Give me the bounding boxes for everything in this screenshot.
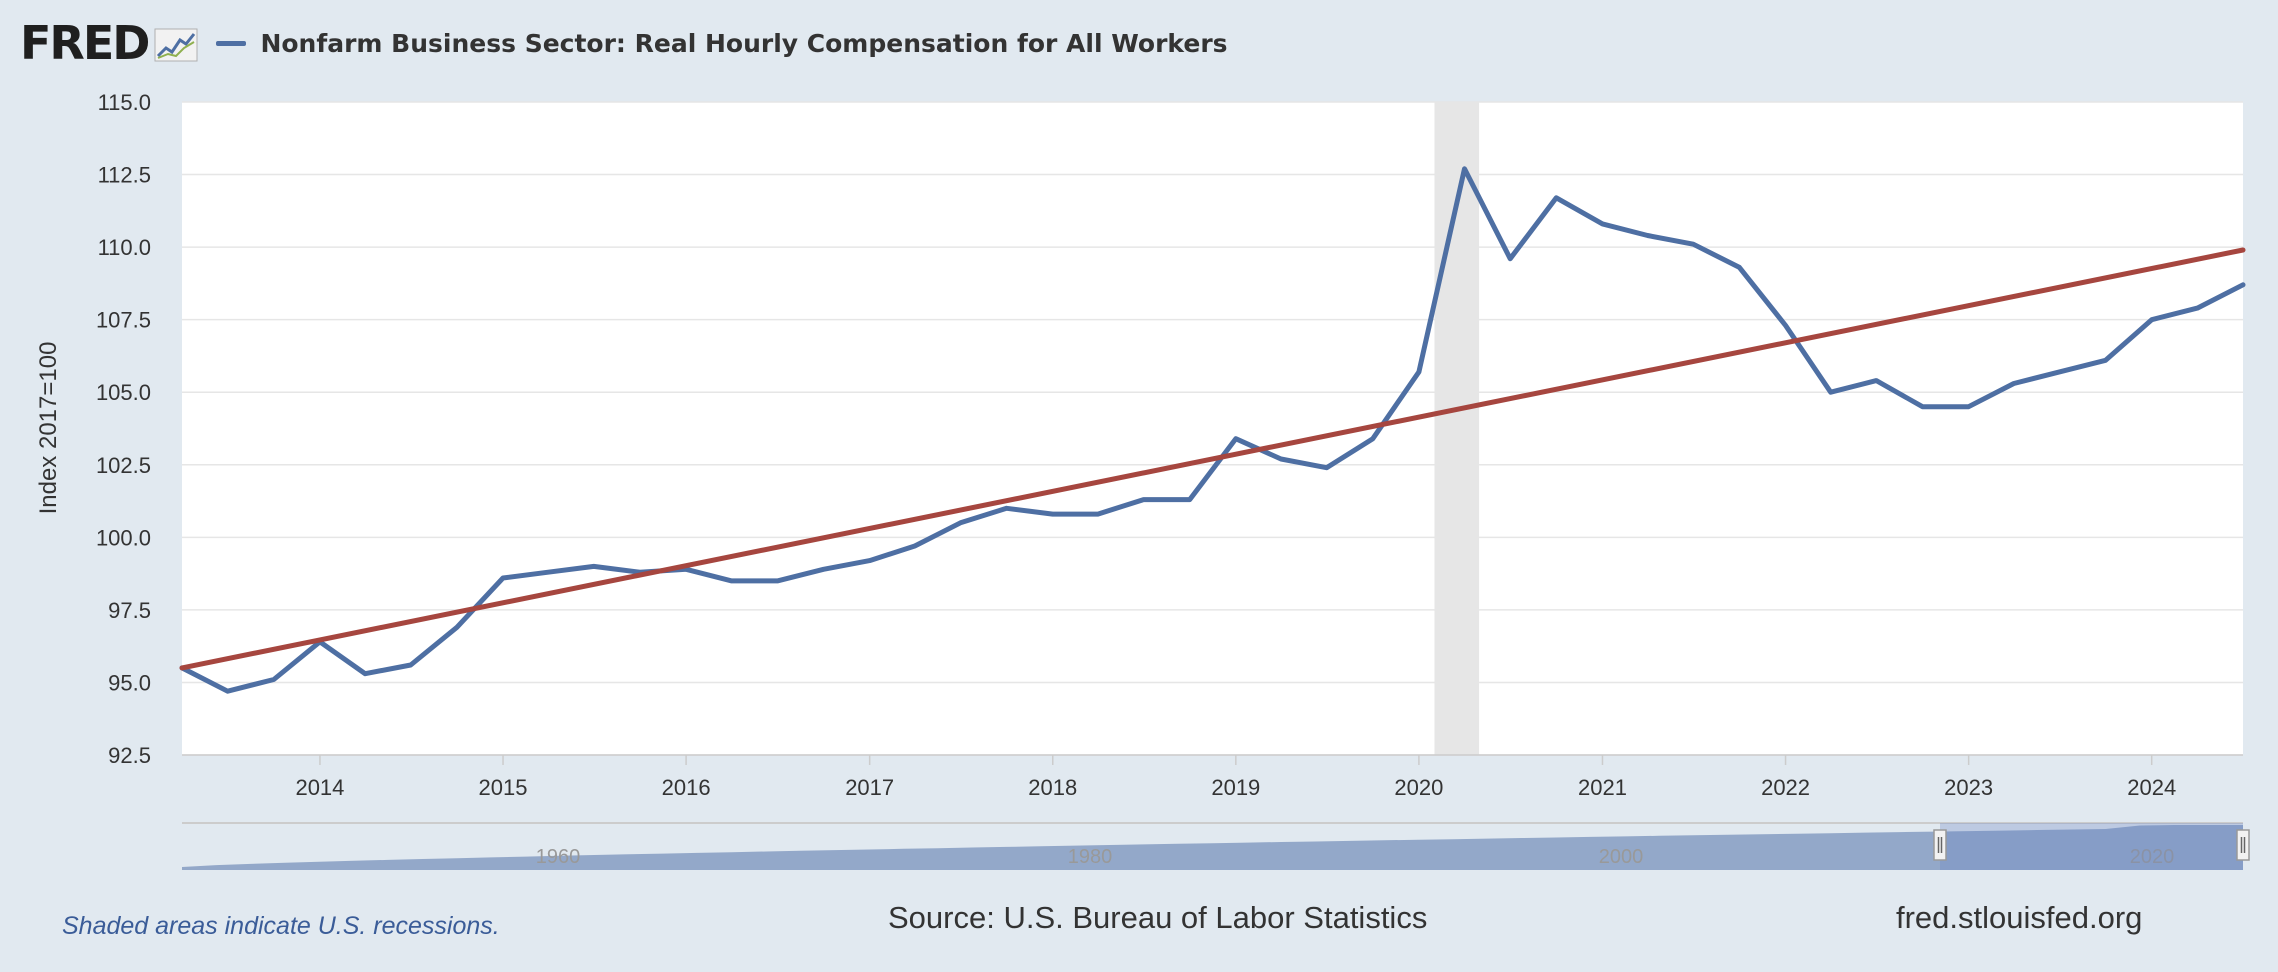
x-tick-label: 2017: [845, 775, 894, 800]
y-tick-label: 115.0: [98, 90, 151, 115]
navigator-labels: 1960 1980 2000 2020: [536, 846, 2175, 868]
y-tick-label: 92.5: [108, 743, 151, 768]
series-line: [179, 166, 2246, 694]
legend-series-label: Nonfarm Business Sector: Real Hourly Com…: [260, 28, 1228, 58]
navigator-right-handle[interactable]: [2236, 829, 2250, 861]
line-graph-icon: [154, 28, 198, 62]
x-tick-label: 2018: [1028, 775, 1077, 800]
y-tick-label: 112.5: [98, 163, 151, 188]
y-tick-label: 107.5: [96, 308, 151, 333]
navigator-year-label: 2020: [2130, 846, 2175, 868]
fred-url-link[interactable]: fred.stlouisfed.org: [1896, 900, 2143, 935]
navigator-area: [182, 825, 2243, 870]
y-tick-label: 105.0: [96, 380, 151, 405]
y-tick-label: 97.5: [108, 598, 151, 623]
x-axis-ticks: 2014 2015 2016 2017 2018 2019 2020 2021 2022 2023…: [182, 754, 2243, 800]
x-tick-label: 2019: [1211, 775, 1260, 800]
series-layer: [179, 166, 2246, 694]
fred-logo[interactable]: FRED: [20, 16, 150, 70]
y-tick-label: 102.5: [96, 453, 151, 478]
navigator-selected-range[interactable]: [1940, 823, 2243, 870]
x-tick-label: 2016: [662, 775, 711, 800]
trendline: [179, 247, 2246, 671]
y-axis-ticks: 92.5 95.0 97.5 100.0 102.5 105.0 107.5 110.0 112…: [96, 90, 151, 768]
plot-area: [182, 102, 2243, 755]
source-label: Source: U.S. Bureau of Labor Statistics: [888, 900, 1428, 935]
x-tick-label: 2015: [479, 775, 528, 800]
recession-note: Shaded areas indicate U.S. recessions.: [62, 912, 500, 940]
y-tick-label: 100.0: [96, 525, 151, 550]
legend-swatch: [216, 40, 247, 46]
legend: Nonfarm Business Sector: Real Hourly Com…: [216, 28, 1228, 58]
x-tick-label: 2014: [295, 775, 344, 800]
range-navigator[interactable]: 1960 1980 2000 2020: [182, 822, 2250, 870]
x-tick-label: 2024: [2127, 775, 2176, 800]
navigator-left-handle[interactable]: [1933, 829, 1947, 861]
navigator-year-label: 1980: [1068, 846, 1113, 868]
y-tick-label: 95.0: [108, 670, 151, 695]
x-tick-label: 2023: [1944, 775, 1993, 800]
y-tick-label: 110.0: [98, 235, 151, 260]
y-axis-label: Index 2017=100: [35, 342, 62, 515]
x-tick-label: 2020: [1394, 775, 1443, 800]
navigator-year-label: 2000: [1599, 846, 1644, 868]
navigator-year-label: 1960: [536, 846, 581, 868]
x-tick-label: 2021: [1578, 775, 1627, 800]
x-tick-label: 2022: [1761, 775, 1810, 800]
chart-header: FRED Nonfarm Business Sector: Real Hourl…: [20, 18, 1228, 68]
